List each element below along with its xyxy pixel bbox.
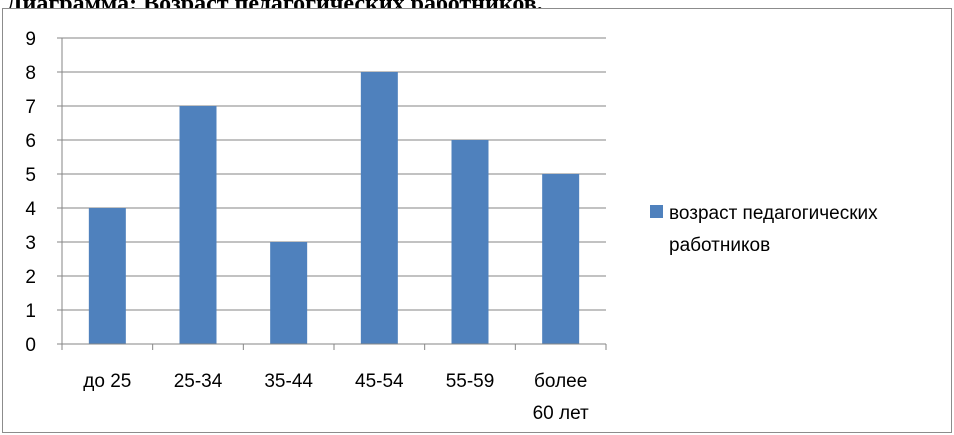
y-tick-label: 8 — [25, 63, 36, 84]
gridlines — [62, 37, 606, 311]
y-tick-label: 1 — [25, 301, 36, 322]
bar — [270, 242, 308, 344]
y-tick-label: 4 — [25, 199, 36, 220]
legend-swatch — [650, 205, 663, 218]
y-tick-label: 0 — [25, 335, 36, 356]
x-tick-label: 55-59 — [446, 371, 495, 392]
y-tick-label: 3 — [25, 233, 36, 254]
axes — [57, 37, 607, 350]
y-tick-label: 2 — [25, 267, 36, 288]
bar — [542, 174, 580, 344]
x-tick-label: 25-34 — [174, 371, 223, 392]
bar — [88, 208, 126, 344]
bars — [88, 72, 580, 344]
y-axis-tick-labels: 0 1 2 3 4 5 6 7 8 9 — [25, 29, 36, 356]
y-tick-label: 5 — [25, 165, 36, 186]
y-tick-label: 7 — [25, 97, 36, 118]
legend-label: возраст педагогических работников — [669, 203, 878, 256]
legend: возраст педагогических работников — [650, 198, 950, 262]
y-tick-label: 6 — [25, 131, 36, 152]
x-tick-label: до 25 — [83, 371, 131, 392]
x-tick-label: более 60 лет — [533, 371, 589, 424]
bar — [179, 106, 217, 344]
x-axis-tick-labels: до 25 25-34 35-44 45-54 55-59 более 60 лет — [83, 371, 589, 424]
bar — [360, 72, 398, 344]
x-tick-label: 35-44 — [264, 371, 313, 392]
y-tick-label: 9 — [25, 29, 36, 50]
x-tick-label: 45-54 — [355, 371, 404, 392]
bar — [451, 140, 489, 344]
